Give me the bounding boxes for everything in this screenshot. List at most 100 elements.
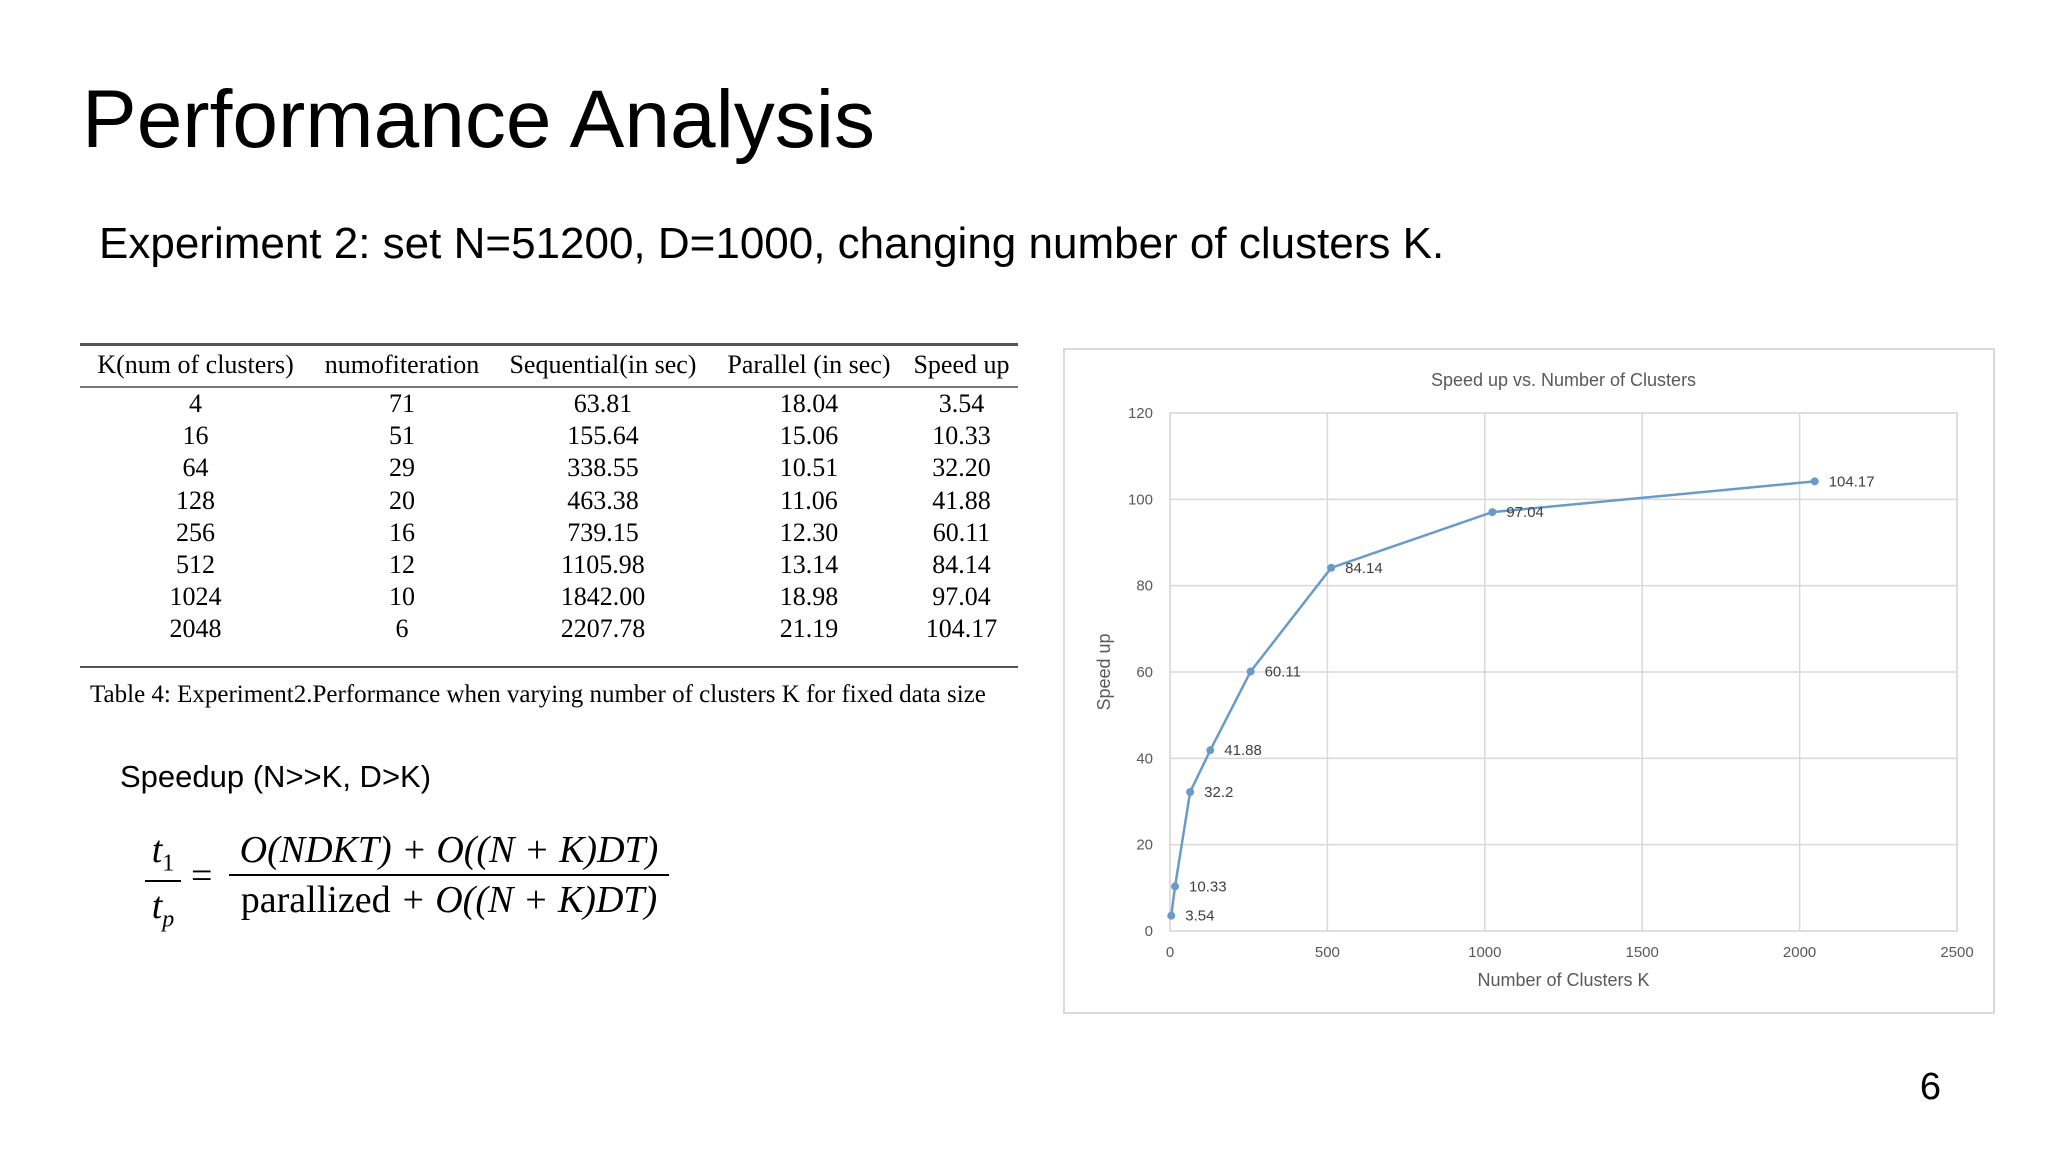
table-cell: 15.06 bbox=[779, 421, 839, 451]
table-cell: 29 bbox=[389, 453, 416, 483]
table-cell: 18.98 bbox=[779, 582, 839, 612]
table-cell: 10 bbox=[389, 582, 416, 612]
speedup-note: Speedup (N>>K, D>K) bbox=[120, 759, 432, 794]
speedup-chart-svg: 0 20 40 60 80 100 120 0 500 1000 1500 2000 2500 Speed… bbox=[1094, 370, 1974, 990]
y-tick-label: 80 bbox=[1136, 578, 1153, 595]
table-row: 16 51 155.64 15.06 10.33 bbox=[80, 420, 1018, 452]
y-tick-label: 20 bbox=[1136, 837, 1153, 854]
formula-lhs-fraction: t1 tp bbox=[145, 828, 181, 933]
column-header: K(num of clusters) bbox=[80, 344, 312, 388]
table-row: 2048 6 2207.78 21.19 104.17 bbox=[80, 613, 1018, 666]
speedup-formula: t1 tp = O(NDKT) + O((N + K)DT) parallize… bbox=[145, 828, 705, 938]
table-cell: 97.04 bbox=[932, 582, 991, 612]
data-point bbox=[1327, 563, 1336, 572]
data-label: 32.2 bbox=[1204, 784, 1233, 801]
table-row: 4 71 63.81 18.04 3.54 bbox=[80, 387, 1018, 420]
formula-lhs-bar bbox=[145, 879, 181, 882]
data-point bbox=[1186, 788, 1195, 797]
table-cell: 51 bbox=[389, 421, 416, 451]
table-row: 64 29 338.55 10.51 32.20 bbox=[80, 452, 1018, 484]
table-cell: 12 bbox=[389, 550, 416, 580]
speedup-chart: 0 20 40 60 80 100 120 0 500 1000 1500 2000 2500 Speed… bbox=[1063, 348, 1995, 1014]
data-label: 104.17 bbox=[1829, 473, 1875, 490]
table-cell: 512 bbox=[176, 550, 216, 580]
table-cell: 84.14 bbox=[932, 550, 991, 580]
table-row: 512 12 1105.98 13.14 84.14 bbox=[80, 549, 1018, 581]
table-cell: 2048 bbox=[169, 614, 222, 644]
x-tick-label: 1500 bbox=[1626, 944, 1659, 961]
table-cell: 71 bbox=[389, 389, 416, 419]
table-row: 256 16 739.15 12.30 60.11 bbox=[80, 517, 1018, 549]
table-cell: 13.14 bbox=[779, 550, 839, 580]
table-header-row: K(num of clusters) numofiteration Sequen… bbox=[80, 344, 1018, 388]
column-header: Parallel (in sec) bbox=[712, 344, 905, 388]
performance-table: K(num of clusters) numofiteration Sequen… bbox=[80, 343, 1018, 668]
table-cell: 4 bbox=[189, 389, 203, 419]
y-tick-label: 60 bbox=[1136, 664, 1153, 681]
x-tick-label: 1000 bbox=[1468, 944, 1501, 961]
table-cell: 20 bbox=[389, 485, 416, 515]
y-tick-label: 100 bbox=[1128, 491, 1153, 508]
table-cell: 16 bbox=[389, 517, 416, 547]
table-cell: 256 bbox=[176, 517, 216, 547]
table-cell: 463.38 bbox=[567, 485, 639, 515]
formula-lhs-numerator: t1 bbox=[145, 828, 181, 878]
x-tick-label: 0 bbox=[1166, 944, 1174, 961]
page-number: 6 bbox=[1919, 1066, 1941, 1108]
formula-rhs-numerator: O(NDKT) + O((N + K)DT) bbox=[239, 829, 659, 871]
formula-rhs-fraction: O(NDKT) + O((N + K)DT) parallized + O((N… bbox=[229, 828, 669, 922]
table-cell: 1842.00 bbox=[560, 582, 646, 612]
column-header: numofiteration bbox=[311, 344, 493, 388]
data-point bbox=[1206, 746, 1215, 755]
data-point bbox=[1171, 882, 1180, 891]
table-cell: 128 bbox=[176, 485, 216, 515]
formula-parallized-word: parallized bbox=[240, 879, 391, 921]
data-label: 60.11 bbox=[1265, 664, 1301, 681]
x-tick-label: 500 bbox=[1315, 944, 1340, 961]
formula-equals: = bbox=[191, 855, 213, 897]
formula-tp-var: t bbox=[151, 884, 163, 927]
x-tick-label: 2000 bbox=[1783, 944, 1816, 961]
data-point bbox=[1167, 911, 1176, 920]
formula-rhs-den-rest: + O((N + K)DT) bbox=[390, 879, 658, 921]
table-cell: 2207.78 bbox=[560, 614, 646, 644]
table-cell: 12.30 bbox=[779, 517, 839, 547]
x-axis-label: Number of Clusters K bbox=[1477, 970, 1649, 990]
table-cell: 739.15 bbox=[567, 517, 639, 547]
y-axis-label: Speed up bbox=[1094, 633, 1114, 710]
table-cell: 60.11 bbox=[932, 517, 991, 547]
y-tick-label: 40 bbox=[1136, 750, 1153, 767]
y-tick-label: 120 bbox=[1128, 405, 1153, 422]
table-cell: 16 bbox=[182, 421, 209, 451]
column-header: Speed up bbox=[904, 344, 1018, 388]
table-cell: 64 bbox=[182, 453, 209, 483]
column-header: Sequential(in sec) bbox=[492, 344, 713, 388]
table-cell: 6 bbox=[395, 614, 409, 644]
table-cell: 10.33 bbox=[932, 421, 991, 451]
table-cell: 155.64 bbox=[567, 421, 639, 451]
formula-tp-sub: p bbox=[162, 906, 175, 933]
table-cell: 21.19 bbox=[779, 614, 839, 644]
formula-lhs-denominator: tp bbox=[145, 884, 181, 934]
formula-rhs-bar bbox=[229, 874, 669, 876]
data-label: 84.14 bbox=[1345, 560, 1383, 577]
table-cell: 32.20 bbox=[932, 453, 991, 483]
table-cell: 338.55 bbox=[567, 453, 639, 483]
table-row: 128 20 463.38 11.06 41.88 bbox=[80, 485, 1018, 517]
table-cell: 63.81 bbox=[573, 389, 633, 419]
data-point bbox=[1810, 477, 1819, 486]
data-label: 10.33 bbox=[1189, 878, 1227, 895]
table-cell: 1024 bbox=[169, 582, 222, 612]
slide-title: Performance Analysis bbox=[82, 74, 876, 165]
data-label: 41.88 bbox=[1224, 742, 1262, 759]
data-point bbox=[1246, 667, 1255, 676]
y-tick-label: 0 bbox=[1145, 923, 1153, 940]
table-row: 1024 10 1842.00 18.98 97.04 bbox=[80, 581, 1018, 613]
formula-t1-var: t bbox=[151, 829, 163, 871]
formula-rhs-denominator: parallized + O((N + K)DT) bbox=[229, 878, 669, 922]
table-cell: 18.04 bbox=[779, 389, 839, 419]
performance-table-container: K(num of clusters) numofiteration Sequen… bbox=[80, 343, 1018, 668]
speedup-series-line bbox=[1170, 480, 1815, 916]
table-caption: Table 4: Experiment2.Performance when va… bbox=[90, 681, 986, 708]
data-label: 3.54 bbox=[1185, 908, 1214, 925]
